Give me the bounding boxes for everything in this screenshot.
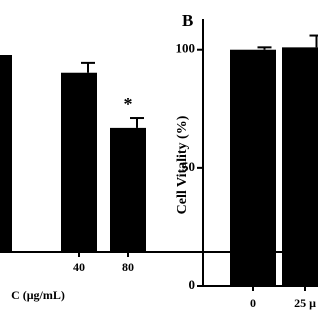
- y-tick-label: 100: [176, 41, 196, 56]
- y-axis-label: Cell Vitality (%): [175, 115, 190, 214]
- significance-mark: *: [124, 94, 133, 114]
- x-tick-label: 0: [250, 296, 256, 310]
- bar: [230, 49, 276, 287]
- y-tick-label: 50: [182, 159, 195, 174]
- bar: [282, 47, 318, 287]
- bar: [110, 127, 146, 252]
- x-axis-label: C (μg/mL): [11, 288, 65, 302]
- panel-label: B: [182, 11, 193, 30]
- bar: [61, 72, 97, 252]
- y-tick-label: 0: [189, 277, 196, 292]
- x-tick-label: 80: [122, 260, 134, 274]
- x-tick-label: 25 μ: [294, 296, 316, 310]
- bar: [0, 55, 12, 252]
- x-tick-label: 40: [73, 260, 85, 274]
